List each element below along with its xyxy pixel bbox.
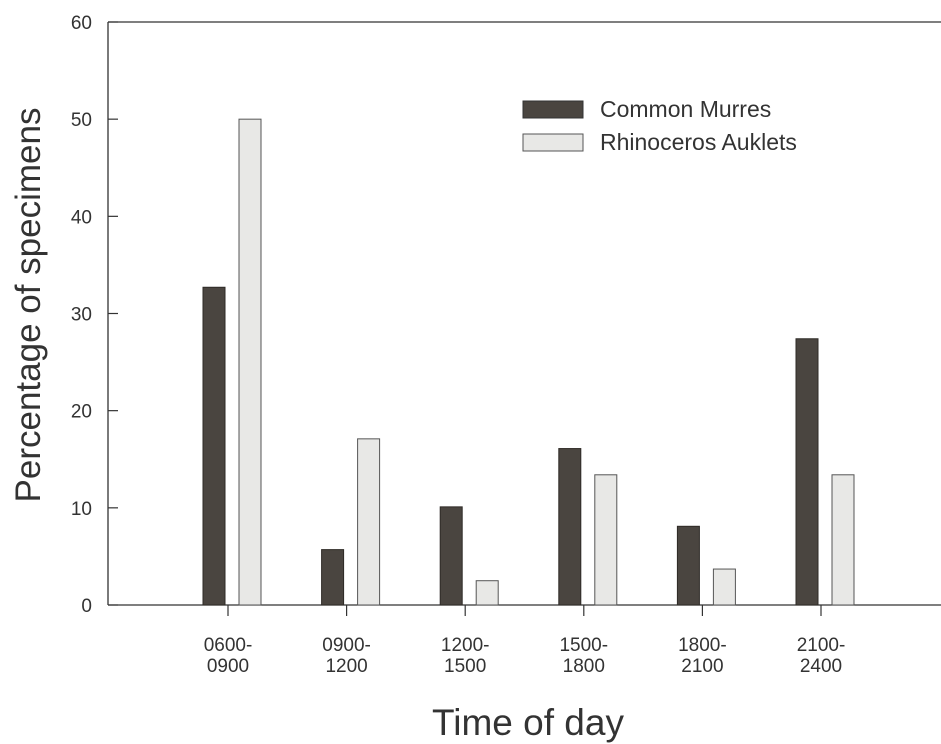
x-tick-label: 1200-: [441, 635, 490, 656]
y-tick-label: 40: [71, 207, 92, 228]
bar-rhinoceros-auklets: [357, 438, 381, 606]
bar-common-murres: [558, 448, 582, 606]
bars: [202, 118, 855, 606]
bar-rhinoceros-auklets: [238, 118, 262, 606]
x-tick-label: 2100: [681, 656, 723, 677]
x-tick-label: 1500: [444, 656, 486, 677]
bar-rhinoceros-auklets: [475, 580, 499, 606]
bar-common-murres: [202, 286, 226, 606]
bar-common-murres: [439, 506, 463, 606]
bar-common-murres: [676, 525, 700, 606]
bar-rhinoceros-auklets: [831, 474, 855, 606]
legend-label-common-murres: Common Murres: [600, 96, 771, 122]
y-tick-label: 10: [71, 499, 92, 520]
x-tick-label: 0600-: [204, 635, 253, 656]
x-axis-title: Time of day: [432, 702, 624, 743]
legend-swatch-rhinoceros-auklets: [522, 133, 584, 152]
x-tick-label: 0900: [207, 656, 249, 677]
x-tick-label: 1200: [325, 656, 367, 677]
x-tick-label: 1500-: [559, 635, 608, 656]
x-tick-label: 1800-: [678, 635, 727, 656]
bar-common-murres: [795, 338, 819, 606]
tick-labels: 01020304050600600-09000900-12001200-1500…: [71, 13, 845, 677]
y-tick-label: 30: [71, 305, 92, 326]
x-tick-label: 0900-: [322, 635, 371, 656]
legend: Common Murres Rhinoceros Auklets: [522, 96, 797, 155]
x-tick-label: 1800: [563, 656, 605, 677]
legend-label-rhinoceros-auklets: Rhinoceros Auklets: [600, 129, 797, 155]
bar-common-murres: [321, 549, 345, 606]
legend-swatch-common-murres: [522, 100, 584, 119]
y-tick-label: 0: [81, 596, 92, 617]
y-tick-label: 50: [71, 110, 92, 131]
x-tick-label: 2100-: [797, 635, 846, 656]
y-tick-label: 20: [71, 402, 92, 423]
x-tick-label: 2400: [800, 656, 842, 677]
y-axis-title: Percentage of specimens: [9, 108, 48, 503]
bar-rhinoceros-auklets: [594, 474, 618, 606]
bar-rhinoceros-auklets: [712, 568, 736, 606]
y-tick-label: 60: [71, 13, 92, 34]
